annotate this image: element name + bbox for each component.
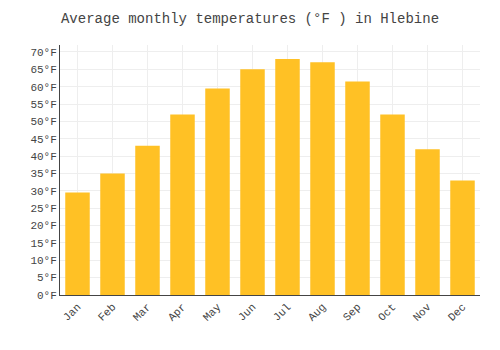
svg-text:Jul: Jul	[271, 301, 293, 323]
svg-text:45°F: 45°F	[30, 134, 56, 146]
svg-text:25°F: 25°F	[30, 203, 56, 215]
svg-text:0°F: 0°F	[37, 290, 57, 302]
svg-text:10°F: 10°F	[30, 255, 56, 267]
svg-text:Dec: Dec	[446, 301, 468, 323]
svg-text:50°F: 50°F	[30, 116, 56, 128]
svg-text:35°F: 35°F	[30, 168, 56, 180]
svg-text:65°F: 65°F	[30, 64, 56, 76]
svg-text:55°F: 55°F	[30, 99, 56, 111]
svg-text:15°F: 15°F	[30, 238, 56, 250]
svg-text:Feb: Feb	[96, 301, 118, 323]
svg-text:Jan: Jan	[61, 301, 83, 323]
svg-text:Jun: Jun	[236, 301, 258, 323]
svg-text:Apr: Apr	[166, 301, 188, 323]
svg-text:Nov: Nov	[411, 301, 434, 324]
svg-text:Sep: Sep	[341, 301, 363, 323]
svg-text:30°F: 30°F	[30, 186, 56, 198]
svg-text:Aug: Aug	[306, 301, 328, 323]
svg-text:Mar: Mar	[131, 301, 153, 323]
svg-text:40°F: 40°F	[30, 151, 56, 163]
svg-text:May: May	[201, 301, 224, 324]
svg-text:20°F: 20°F	[30, 220, 56, 232]
svg-text:60°F: 60°F	[30, 82, 56, 94]
svg-text:70°F: 70°F	[30, 47, 56, 59]
svg-text:5°F: 5°F	[37, 272, 57, 284]
svg-text:Oct: Oct	[376, 301, 398, 323]
svg-text:Average monthly temperatures (: Average monthly temperatures (°F ) in Hl…	[61, 11, 439, 27]
